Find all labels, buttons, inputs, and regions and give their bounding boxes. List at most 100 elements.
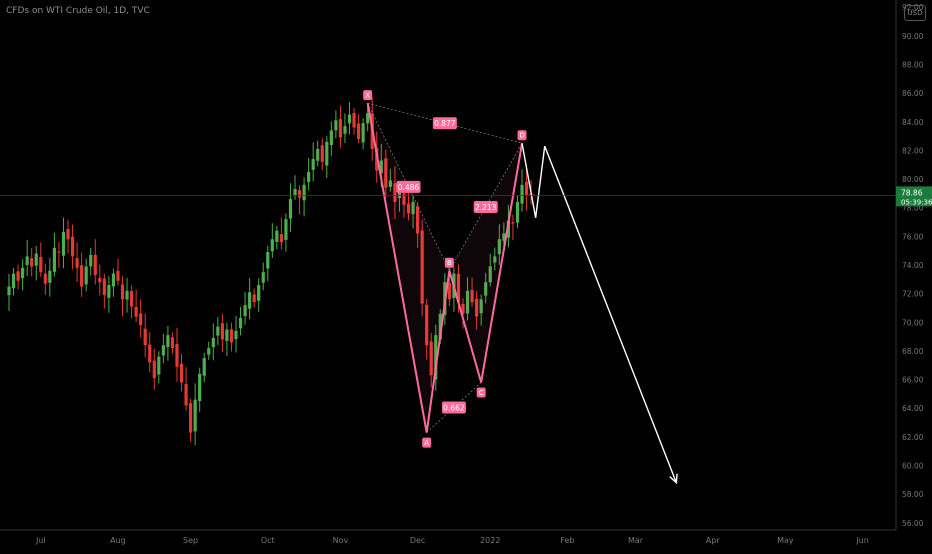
- candle-body: [325, 141, 329, 166]
- candle-body: [11, 273, 16, 289]
- last-price-value: 78.86: [901, 188, 923, 197]
- y-tick-label: 62.00: [902, 433, 924, 442]
- candle-body: [93, 254, 97, 276]
- projection-arrowhead: [669, 473, 678, 485]
- y-tick-label: 90.00: [902, 32, 924, 41]
- projection-path: [521, 143, 678, 483]
- candle-body: [148, 344, 152, 363]
- x-tick-label: Aug: [110, 536, 126, 545]
- candle-body: [288, 199, 293, 219]
- candle-body: [184, 384, 188, 406]
- y-tick-label: 74.00: [902, 261, 924, 270]
- candle-body: [393, 183, 397, 202]
- candle-body: [329, 130, 333, 146]
- candle-body: [139, 313, 143, 326]
- x-tick-label: Feb: [560, 536, 574, 545]
- ratio-badge: [441, 401, 466, 414]
- candle-body: [475, 298, 479, 317]
- candle-body: [434, 335, 438, 380]
- candle-body: [447, 282, 451, 300]
- candle-body: [84, 266, 88, 285]
- candle-body: [16, 271, 20, 281]
- x-tick-label: Mar: [628, 536, 644, 545]
- candle-body: [30, 258, 34, 267]
- currency-badge[interactable]: USD: [904, 5, 926, 21]
- candle-body: [161, 345, 165, 356]
- candle-body: [225, 329, 229, 341]
- candle-body: [384, 158, 388, 188]
- y-tick-label: 92.00: [902, 3, 924, 12]
- candle-body: [266, 252, 270, 269]
- symbol-title[interactable]: CFDs on WTI Crude Oil, 1D, TVC: [6, 6, 150, 16]
- pattern-ratio-line: [367, 102, 523, 144]
- candle-body: [347, 114, 352, 124]
- candle-body: [270, 239, 274, 252]
- x-tick-label: Dec: [410, 536, 425, 545]
- pattern-point-badge: [422, 437, 432, 448]
- ratio-label: 0.486: [398, 183, 420, 192]
- y-tick-label: 60.00: [902, 462, 924, 471]
- candle-body: [520, 184, 524, 204]
- last-price-countdown: 05:39:36: [901, 198, 932, 206]
- candle-body: [80, 265, 84, 287]
- candle-body: [57, 251, 61, 253]
- pattern-point-badge: [517, 130, 527, 141]
- candle-body: [143, 328, 147, 346]
- candle-body: [98, 277, 102, 283]
- pattern-fill-bcd: [449, 143, 523, 383]
- candle-body: [102, 278, 106, 296]
- candle-body: [334, 120, 338, 131]
- candle-body: [302, 184, 306, 201]
- pattern-point-badge: [476, 387, 486, 398]
- candle-body: [21, 267, 25, 279]
- candle-body: [261, 272, 265, 283]
- pattern-point-label: D: [519, 132, 524, 140]
- price-axis: 92.00 90.00 88.00 86.00 84.00 82.00 80.00 78.00…: [895, 0, 924, 530]
- candle-body: [379, 160, 383, 173]
- candle-body: [179, 363, 184, 383]
- candles: [7, 97, 533, 446]
- candle-body: [70, 236, 75, 257]
- candle-body: [488, 266, 492, 283]
- candle-body: [220, 323, 224, 340]
- candle-body: [25, 256, 29, 265]
- candle-body: [338, 119, 343, 138]
- y-tick-label: 80.00: [902, 175, 924, 184]
- candle-body: [429, 341, 433, 376]
- candle-body: [166, 335, 170, 348]
- candle-body: [343, 126, 347, 134]
- candle-body: [293, 189, 297, 196]
- candle-body: [397, 191, 402, 199]
- candle-body: [411, 201, 415, 215]
- candle-body: [425, 304, 429, 346]
- ratio-label: 2.213: [475, 203, 497, 212]
- candle-body: [189, 403, 193, 433]
- candle-body: [402, 193, 406, 205]
- pattern-point-badge: [444, 257, 454, 268]
- candle-body: [279, 234, 283, 243]
- candle-body: [366, 113, 370, 124]
- candle-body: [406, 203, 411, 214]
- x-tick-label: Jul: [35, 536, 46, 545]
- candle-body: [134, 306, 138, 317]
- x-tick-label: 2022: [480, 536, 500, 545]
- x-tick-label: Oct: [261, 536, 275, 545]
- candle-body: [456, 273, 461, 303]
- candle-body: [275, 230, 279, 242]
- y-tick-label: 84.00: [902, 118, 924, 127]
- candle-body: [465, 290, 470, 314]
- candle-body: [484, 282, 488, 296]
- candle-body: [524, 181, 529, 195]
- time-axis: Jul Aug Sep Oct Nov Dec 2022 Feb Mar Apr May Jun: [0, 529, 896, 545]
- ratio-badge: [432, 117, 457, 130]
- candle-body: [515, 201, 520, 223]
- y-tick-label: 78.00: [902, 204, 924, 213]
- candle-body: [257, 285, 261, 301]
- candle-body: [229, 329, 234, 343]
- candle-body: [316, 148, 320, 161]
- candle-body: [470, 289, 474, 303]
- candle-body: [361, 123, 365, 143]
- candle-body: [202, 358, 206, 376]
